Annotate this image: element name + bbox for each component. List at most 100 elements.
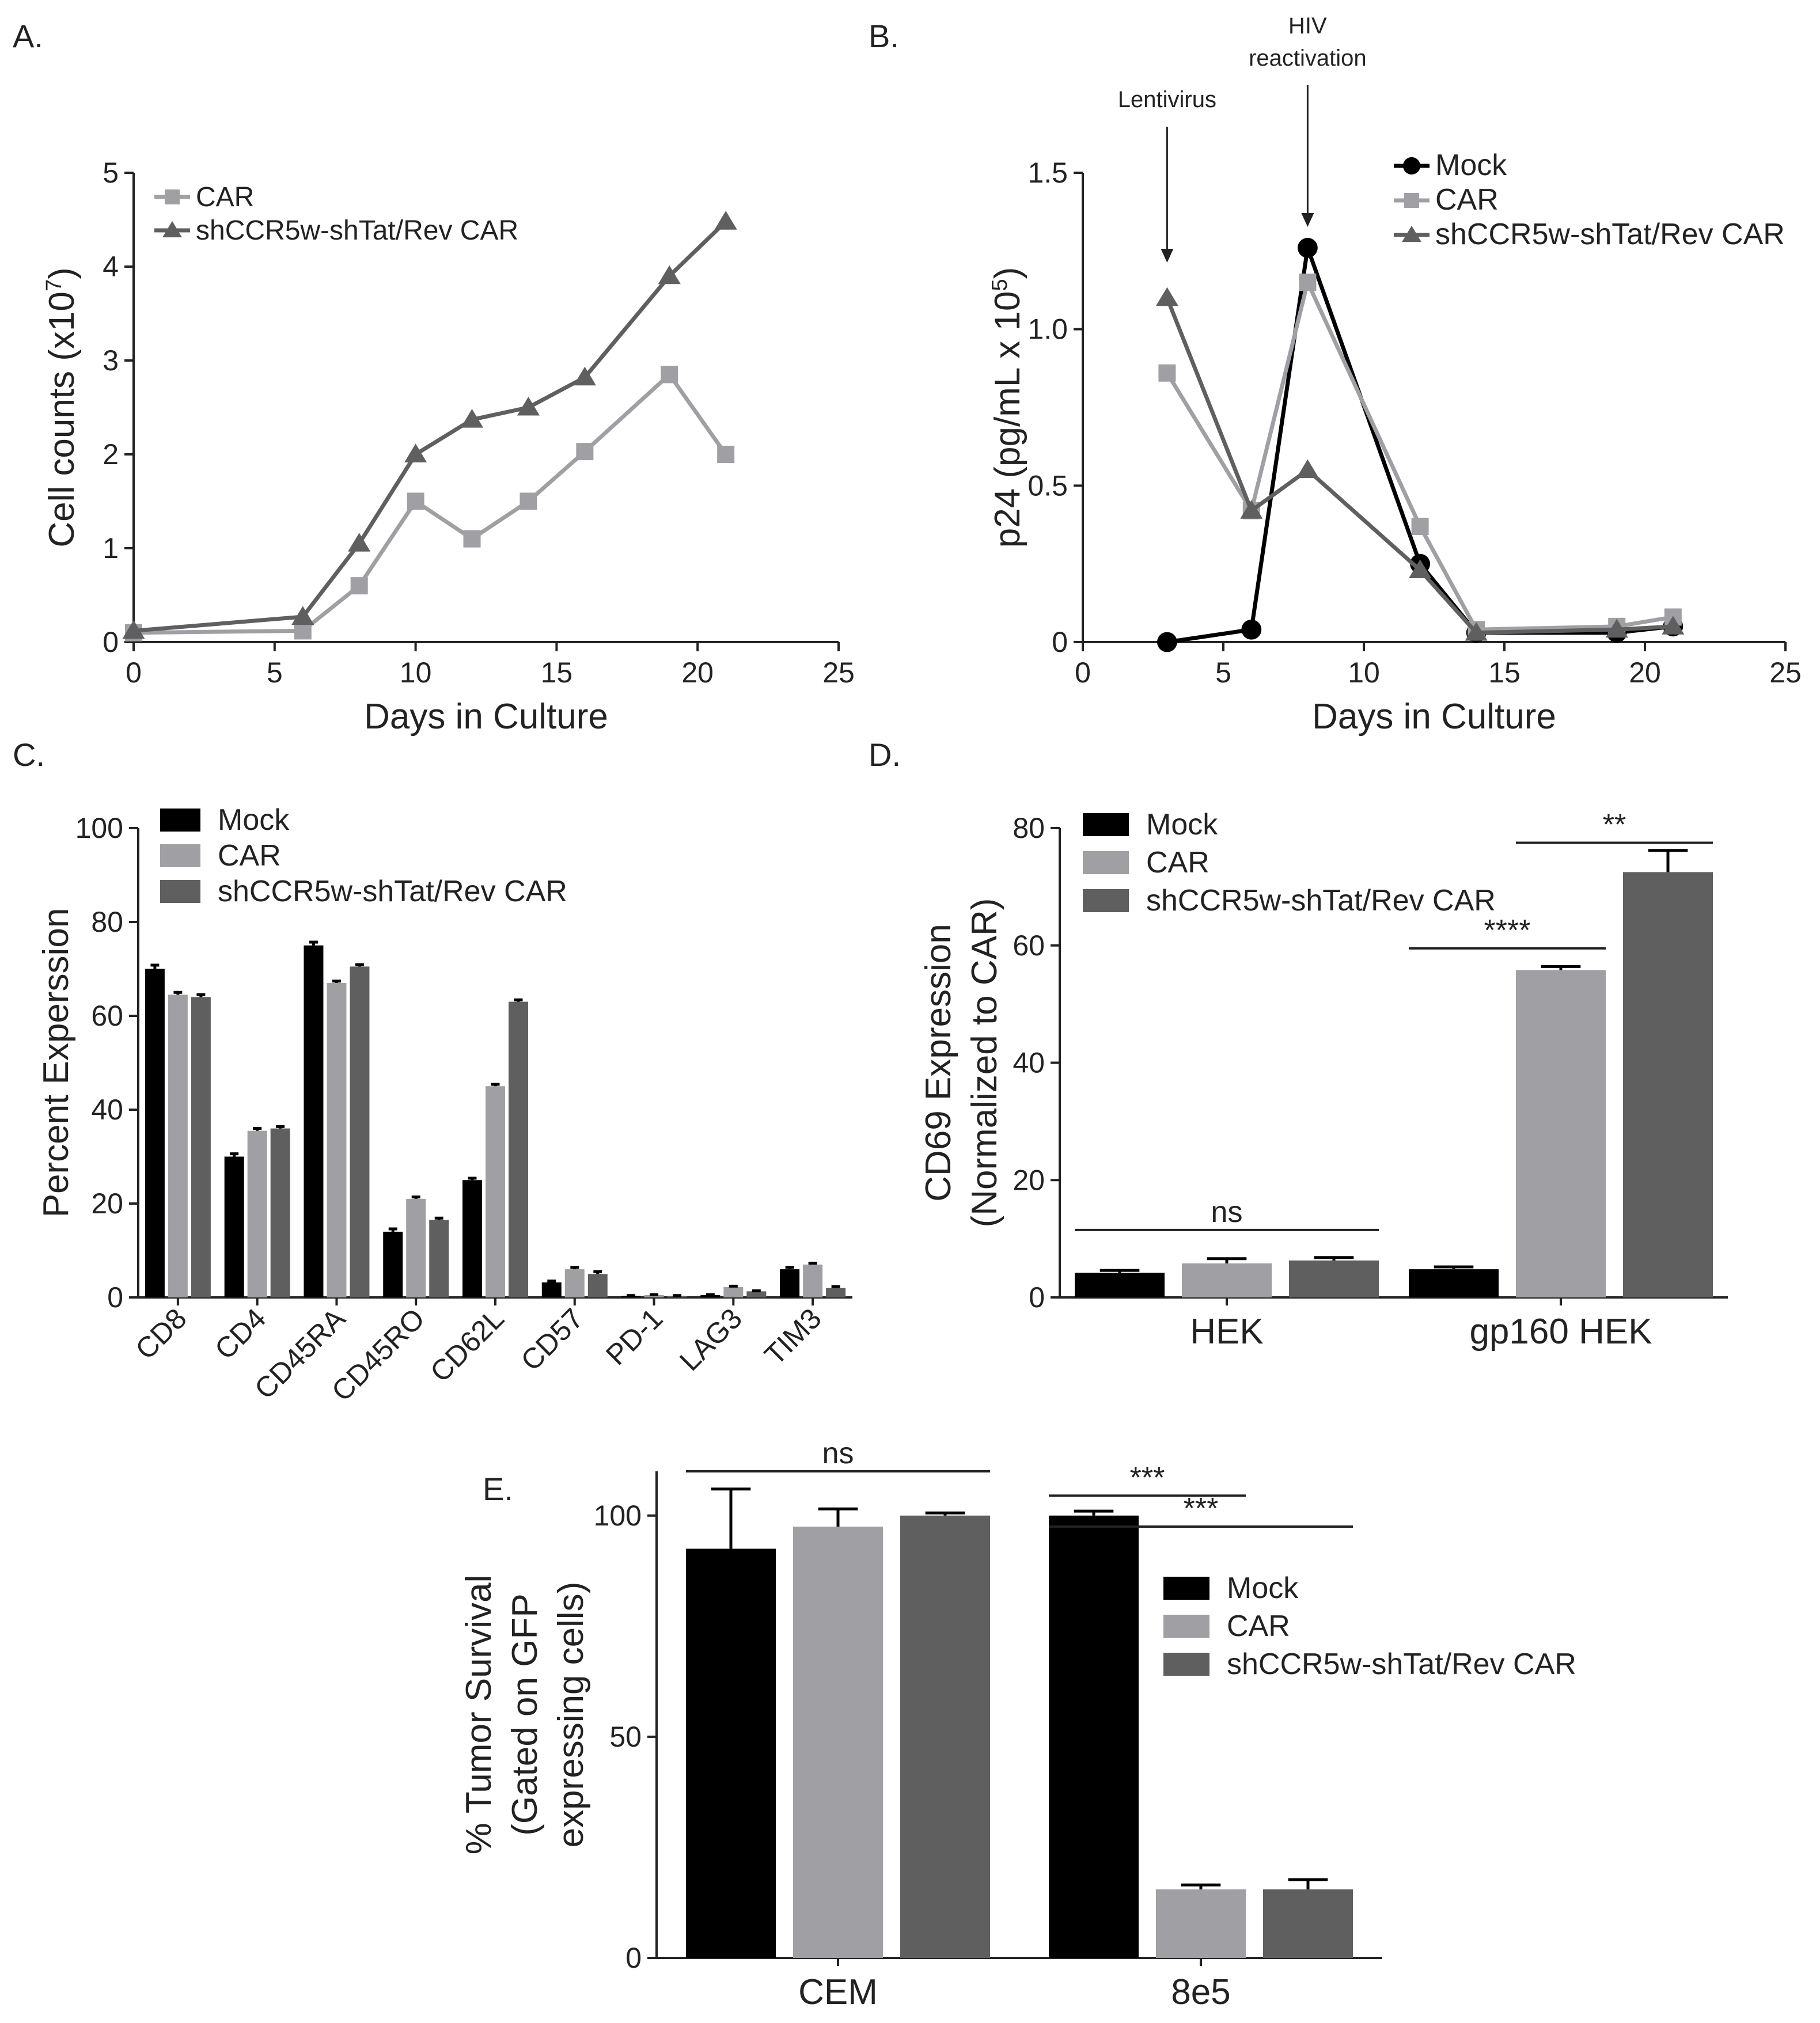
panel-d-bar-chart: 0 20 40 60 80 HEK gp160 HEK CD69 Expression (Nor… bbox=[919, 808, 1728, 1352]
c-bar-shccr5w-shtat-rev-car bbox=[587, 1274, 608, 1297]
a-data-point bbox=[714, 211, 737, 230]
d-y-tick-label: 0 bbox=[1029, 1281, 1045, 1314]
a-legend-marker bbox=[165, 189, 180, 204]
e-legend-swatch bbox=[1163, 1615, 1209, 1638]
panel-a-line-chart: 0 5 10 15 20 25 0 1 2 3 4 5 Days in Culture Cell coun… bbox=[42, 157, 855, 737]
b-x-tick-label: 25 bbox=[1769, 656, 1802, 689]
a-y-axis-label: Cell counts (x107) bbox=[42, 267, 82, 547]
c-bar-mock bbox=[700, 1295, 721, 1297]
b-x-tick-label: 20 bbox=[1629, 656, 1661, 689]
e-significance-label: *** bbox=[1130, 1461, 1165, 1494]
c-bar-car bbox=[803, 1264, 823, 1297]
c-bar-car bbox=[723, 1287, 744, 1297]
c-bar-shccr5w-shtat-rev-car bbox=[350, 966, 370, 1297]
d-x-tick-label: HEK bbox=[1190, 1312, 1263, 1352]
d-significance-label: **** bbox=[1484, 914, 1531, 947]
a-data-point bbox=[350, 577, 368, 595]
c-bar-mock bbox=[383, 1231, 403, 1297]
b-annotation-text: Lentivirus bbox=[1118, 87, 1216, 112]
b-data-point bbox=[1157, 632, 1177, 652]
d-bar-mock bbox=[1075, 1273, 1165, 1297]
b-legend-label: Mock bbox=[1435, 149, 1507, 182]
d-legend-swatch bbox=[1083, 813, 1129, 836]
e-bar-shccr5w-shtat-rev-car bbox=[1263, 1889, 1353, 1958]
a-x-tick-label: 15 bbox=[541, 656, 573, 689]
a-x-axis-label: Days in Culture bbox=[364, 697, 608, 737]
c-legend-label: Mock bbox=[218, 803, 290, 837]
e-bar-car bbox=[1156, 1889, 1246, 1958]
c-bar-car bbox=[168, 995, 188, 1297]
a-y-tick-label: 5 bbox=[103, 157, 119, 189]
c-bar-shccr5w-shtat-rev-car bbox=[509, 1001, 528, 1297]
b-annotation-text: reactivation bbox=[1249, 45, 1367, 71]
a-x-tick-label: 10 bbox=[400, 656, 432, 689]
a-data-point bbox=[407, 492, 424, 510]
panel-b-line-chart: 0 5 10 15 20 25 0 0.5 1.0 1.5 Days in Culture p24 (… bbox=[988, 13, 1802, 737]
e-bar-mock bbox=[1049, 1515, 1139, 1958]
e-x-tick-label: 8e5 bbox=[1171, 1972, 1230, 2012]
c-legend-label: CAR bbox=[218, 839, 281, 872]
b-data-point bbox=[1155, 287, 1178, 306]
d-legend-swatch bbox=[1083, 851, 1129, 874]
d-bar-shccr5w-shtat-rev-car bbox=[1623, 872, 1713, 1297]
a-data-point bbox=[573, 366, 596, 386]
e-y-tick-label: 100 bbox=[594, 1500, 642, 1532]
b-x-tick-label: 15 bbox=[1488, 656, 1521, 689]
e-legend-swatch bbox=[1163, 1577, 1209, 1600]
c-legend-swatch bbox=[160, 809, 200, 832]
b-y-axis-label: p24 (pg/mL x 105) bbox=[988, 267, 1027, 548]
panel-e-bar-chart: 0 50 100 CEM 8e5 % Tumor Survival (Gated on GF… bbox=[459, 1437, 1576, 2012]
b-x-tick-label: 0 bbox=[1075, 656, 1091, 689]
a-data-point bbox=[517, 396, 540, 416]
d-bar-car bbox=[1516, 970, 1606, 1297]
a-data-point bbox=[348, 533, 371, 552]
c-bar-mock bbox=[541, 1282, 562, 1297]
c-bar-car bbox=[564, 1269, 585, 1297]
d-y-tick-label: 40 bbox=[1013, 1047, 1045, 1079]
panel-label-e: E. bbox=[483, 1471, 513, 1507]
e-y-axis-label: (Gated on GFP bbox=[505, 1593, 545, 1835]
c-bar-mock bbox=[780, 1269, 800, 1297]
panel-label-d: D. bbox=[869, 737, 901, 773]
c-y-tick-label: 20 bbox=[91, 1187, 123, 1220]
b-y-tick-label: 1.5 bbox=[1027, 157, 1068, 189]
d-y-axis-label: CD69 Expression bbox=[919, 924, 958, 1201]
c-y-tick-label: 40 bbox=[91, 1094, 123, 1126]
a-x-tick-label: 5 bbox=[267, 656, 283, 689]
b-x-tick-label: 10 bbox=[1348, 656, 1380, 689]
c-bar-car bbox=[406, 1198, 426, 1297]
b-annotation-text: HIV bbox=[1288, 13, 1327, 39]
b-data-point bbox=[1605, 618, 1628, 638]
d-legend-swatch bbox=[1083, 889, 1129, 912]
a-y-tick-label: 2 bbox=[103, 438, 119, 470]
c-y-tick-label: 100 bbox=[75, 812, 123, 844]
d-bar-car bbox=[1182, 1263, 1272, 1297]
d-y-tick-label: 20 bbox=[1013, 1164, 1045, 1196]
c-bar-shccr5w-shtat-rev-car bbox=[191, 997, 211, 1297]
c-legend-swatch bbox=[160, 844, 200, 867]
d-significance-label: ** bbox=[1603, 808, 1626, 841]
b-data-point bbox=[1298, 238, 1318, 258]
e-y-axis-label: % Tumor Survival bbox=[459, 1575, 499, 1855]
a-y-tick-label: 3 bbox=[103, 344, 119, 377]
b-data-point bbox=[1409, 559, 1432, 578]
c-bar-mock bbox=[224, 1156, 244, 1297]
e-legend-label: CAR bbox=[1227, 1610, 1290, 1643]
d-legend-label: Mock bbox=[1146, 808, 1218, 841]
d-legend-label: shCCR5w-shTat/Rev CAR bbox=[1146, 884, 1496, 917]
e-legend-label: Mock bbox=[1227, 1572, 1299, 1605]
d-x-tick-label: gp160 HEK bbox=[1469, 1312, 1652, 1352]
c-bar-mock bbox=[462, 1180, 482, 1297]
e-bar-mock bbox=[686, 1548, 776, 1958]
d-legend-label: CAR bbox=[1146, 846, 1209, 879]
a-data-point bbox=[122, 620, 145, 639]
a-data-point bbox=[294, 622, 312, 640]
a-legend-label: CAR bbox=[196, 182, 254, 212]
b-legend-marker bbox=[1402, 157, 1421, 175]
b-data-point bbox=[1662, 616, 1685, 635]
a-data-point bbox=[658, 265, 681, 284]
b-y-tick-label: 0.5 bbox=[1027, 469, 1068, 502]
a-data-point bbox=[520, 492, 537, 510]
c-bar-shccr5w-shtat-rev-car bbox=[746, 1291, 767, 1297]
